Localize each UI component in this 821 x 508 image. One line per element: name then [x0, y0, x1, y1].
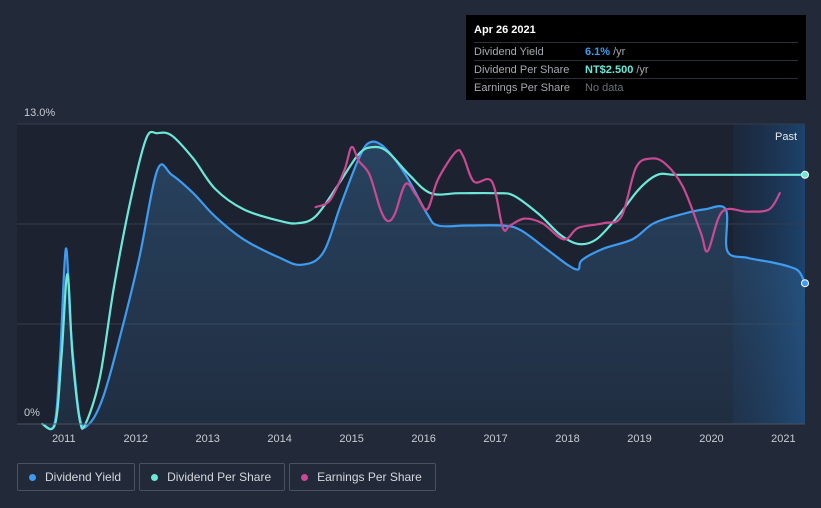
legend-label: Dividend Per Share	[167, 470, 272, 484]
x-tick-label: 2013	[195, 433, 219, 445]
x-tick-label: 2019	[627, 433, 651, 445]
tooltip-label: Dividend Yield	[474, 45, 544, 58]
tooltip-panel: Apr 26 2021 Dividend Yield 6.1% /yr Divi…	[466, 15, 806, 100]
x-tick-label: 2018	[555, 433, 579, 445]
legend-dot-icon	[151, 473, 159, 481]
x-tick-label: 2011	[52, 433, 76, 445]
x-tick-label: 2014	[267, 433, 291, 445]
x-tick-label: 2021	[771, 433, 795, 445]
tooltip-value: No data	[585, 81, 624, 94]
chart-legend: Dividend Yield Dividend Per Share Earnin…	[17, 463, 436, 491]
legend-label: Earnings Per Share	[317, 470, 422, 484]
x-tick-label: 2015	[339, 433, 363, 445]
x-tick-label: 2016	[411, 433, 435, 445]
tooltip-label: Earnings Per Share	[474, 81, 570, 94]
x-tick-label: 2012	[123, 433, 147, 445]
tooltip-value: 6.1%	[585, 45, 611, 58]
dividend-yield-end-marker	[801, 279, 809, 288]
dividend-per-share-end-marker	[801, 170, 809, 179]
tooltip-row-dividend-yield: Dividend Yield 6.1% /yr	[474, 42, 798, 60]
tooltip-unit: /yr	[613, 45, 626, 58]
tooltip-label: Dividend Per Share	[474, 63, 570, 76]
legend-dot-icon	[301, 473, 309, 481]
legend-dot-icon	[29, 473, 36, 481]
x-tick-label: 2020	[699, 433, 723, 445]
dividend-yield-area	[42, 141, 805, 430]
legend-item-earnings-per-share[interactable]: Earnings Per Share	[289, 463, 436, 491]
legend-label: Dividend Yield	[45, 470, 122, 484]
tooltip-value: NT$2.500	[585, 63, 634, 76]
y-tick-label: 13.0%	[24, 107, 55, 119]
x-tick-label: 2017	[483, 433, 507, 445]
dividend-yield-line	[41, 140, 807, 431]
earnings-per-share-line	[314, 145, 781, 253]
tooltip-unit: /yr	[636, 63, 649, 76]
y-tick-label: 0%	[24, 407, 40, 419]
tooltip-row-dividend-per-share: Dividend Per Share NT$2.500 /yr	[474, 60, 798, 78]
past-label: Past	[775, 131, 797, 143]
tooltip-row-earnings-per-share: Earnings Per Share No data	[474, 78, 798, 96]
legend-item-dividend-yield[interactable]: Dividend Yield	[17, 463, 136, 491]
legend-item-dividend-per-share[interactable]: Dividend Per Share	[139, 463, 286, 491]
tooltip-date: Apr 26 2021	[474, 24, 536, 36]
